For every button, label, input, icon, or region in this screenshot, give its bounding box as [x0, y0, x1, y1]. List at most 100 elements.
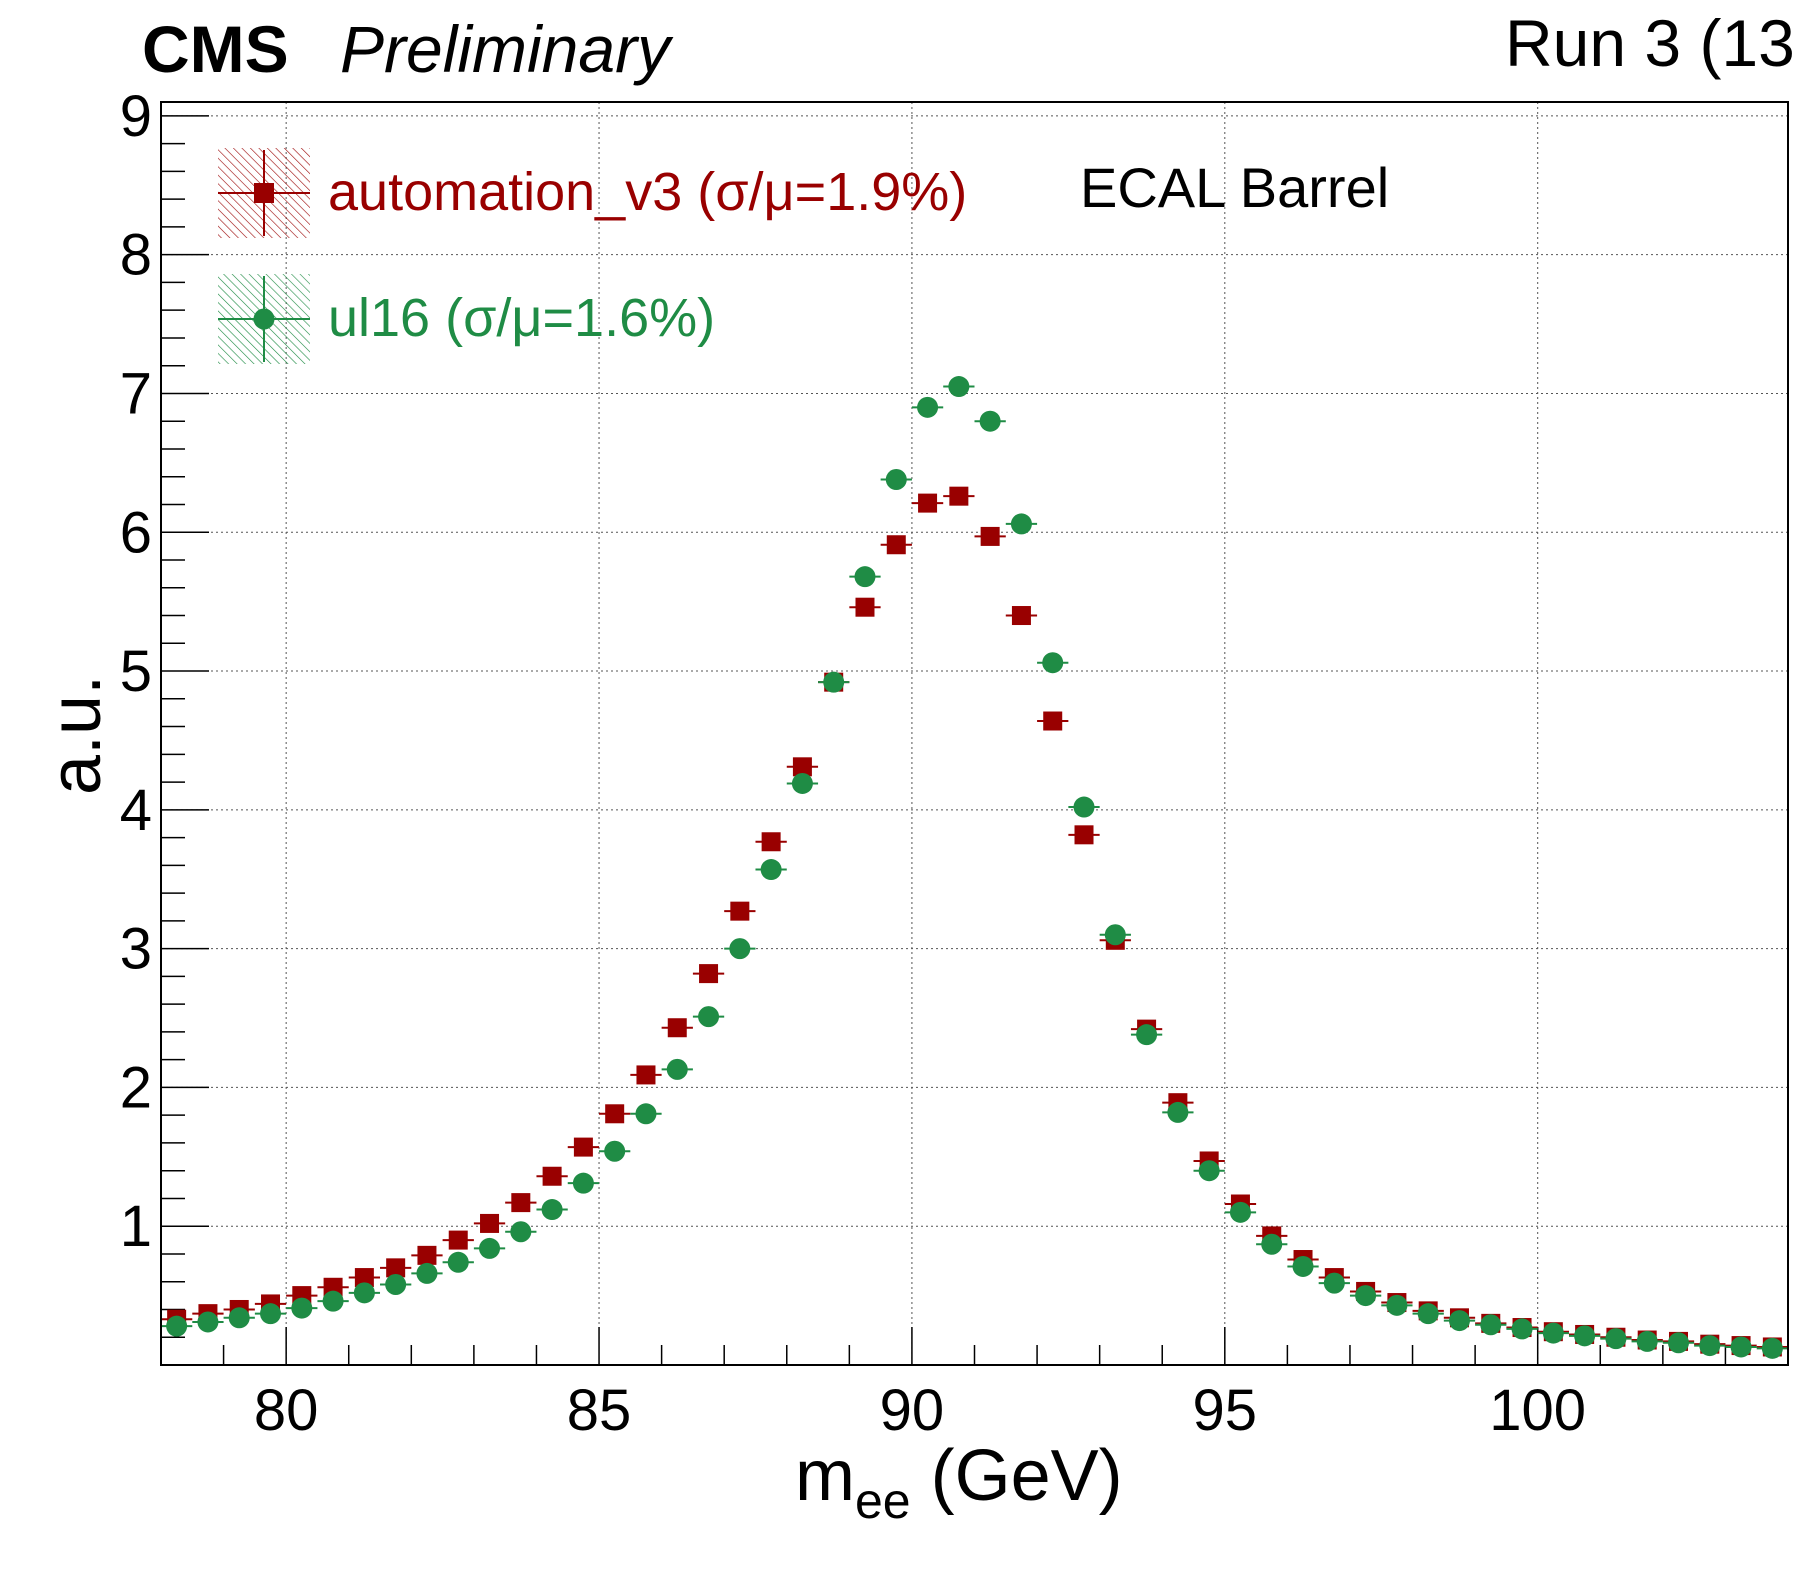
series-ul16: [161, 376, 1788, 1359]
data-point-circle: [291, 1297, 313, 1319]
data-point-circle: [1542, 1322, 1564, 1344]
data-point-square: [699, 964, 719, 984]
data-point-circle: [1261, 1233, 1283, 1255]
x-axis-label: mee (GeV): [795, 1436, 1123, 1529]
data-point-circle: [854, 566, 876, 588]
tick-labels: 80 85 90 95 100 1 2 3 4 5 6 7 8 9: [120, 84, 1586, 1443]
legend-entry-automation: automation_v3 (σ/μ=1.9%): [218, 148, 967, 238]
data-point-circle: [604, 1140, 626, 1162]
y-tick-label: 1: [120, 1194, 152, 1259]
data-point-circle: [385, 1274, 407, 1296]
data-point-circle: [1605, 1328, 1627, 1350]
data-point-circle: [1667, 1332, 1689, 1354]
series-automation_v3: [161, 486, 1788, 1357]
data-marks: [161, 376, 1788, 1359]
data-point-circle: [1292, 1255, 1314, 1277]
data-point-circle: [166, 1315, 188, 1337]
data-point-square: [542, 1166, 562, 1186]
y-tick-label: 3: [120, 917, 152, 982]
data-point-circle: [1448, 1310, 1470, 1332]
data-point-circle: [1480, 1314, 1502, 1336]
legend-marker-automation: [254, 183, 274, 203]
data-point-circle: [353, 1282, 375, 1304]
data-point-circle: [541, 1199, 563, 1221]
y-tick-label: 4: [120, 778, 152, 843]
run-label: Run 3 (13: [1505, 6, 1795, 80]
data-point-circle: [698, 1006, 720, 1028]
data-point-square: [573, 1137, 593, 1157]
y-tick-label: 6: [120, 500, 152, 565]
data-point-square: [980, 526, 1000, 546]
x-axis-label-unit: (GeV): [911, 1436, 1123, 1516]
data-point-square: [354, 1268, 374, 1288]
data-point-square: [605, 1104, 625, 1124]
data-point-circle: [1104, 924, 1126, 946]
data-point-square: [855, 597, 875, 617]
data-point-square: [667, 1018, 687, 1038]
data-point-circle: [1355, 1285, 1377, 1307]
data-point-circle: [228, 1307, 250, 1329]
data-point-square: [1074, 825, 1094, 845]
data-point-circle: [1010, 513, 1032, 535]
data-point-square: [761, 832, 781, 852]
data-point-circle: [447, 1251, 469, 1273]
data-point-square: [386, 1258, 406, 1278]
y-tick-label: 8: [120, 223, 152, 288]
data-point-circle: [1073, 796, 1095, 818]
x-tick-label: 85: [567, 1378, 632, 1443]
data-point-circle: [635, 1103, 657, 1125]
data-point-circle: [1636, 1330, 1658, 1352]
data-point-circle: [791, 772, 813, 794]
data-point-square: [886, 535, 906, 555]
data-point-square: [448, 1230, 468, 1250]
data-point-circle: [510, 1221, 532, 1243]
data-point-circle: [917, 396, 939, 418]
data-point-circle: [729, 938, 751, 960]
x-tick-label: 95: [1193, 1378, 1258, 1443]
data-point-square: [1043, 711, 1063, 731]
legend-label-automation: automation_v3 (σ/μ=1.9%): [328, 162, 967, 222]
y-tick-label: 7: [120, 361, 152, 426]
data-point-square: [918, 493, 938, 513]
data-point-circle: [260, 1303, 282, 1325]
data-point-circle: [416, 1262, 438, 1284]
x-tick-label: 80: [254, 1378, 319, 1443]
data-point-circle: [1136, 1024, 1158, 1046]
y-tick-label: 5: [120, 639, 152, 704]
data-point-circle: [1730, 1336, 1752, 1358]
data-point-circle: [948, 376, 970, 398]
y-axis-label: a.u.: [36, 675, 116, 795]
data-point-circle: [479, 1237, 501, 1259]
data-point-circle: [572, 1172, 594, 1194]
data-point-circle: [1574, 1325, 1596, 1347]
legend: automation_v3 (σ/μ=1.9%) ul16 (σ/μ=1.6%): [218, 148, 967, 364]
data-point-circle: [1761, 1337, 1783, 1359]
axis-ticks: [160, 115, 1789, 1365]
data-point-circle: [1417, 1303, 1439, 1325]
data-point-square: [730, 901, 750, 921]
legend-label-ul16: ul16 (σ/μ=1.6%): [328, 288, 715, 348]
legend-marker-ul16: [253, 308, 275, 330]
status-label: Preliminary: [340, 12, 674, 86]
data-point-circle: [1167, 1101, 1189, 1123]
data-point-square: [949, 486, 969, 506]
data-point-circle: [1042, 652, 1064, 674]
y-tick-label: 9: [120, 84, 152, 149]
data-point-circle: [1198, 1160, 1220, 1182]
data-point-circle: [1699, 1335, 1721, 1357]
x-tick-label: 90: [880, 1378, 945, 1443]
data-point-square: [792, 757, 812, 777]
experiment-label: CMS: [142, 12, 289, 86]
data-point-circle: [1511, 1318, 1533, 1340]
data-point-square: [417, 1245, 437, 1265]
data-point-circle: [760, 859, 782, 881]
grid-lines: [161, 102, 1788, 1365]
legend-entry-ul16: ul16 (σ/μ=1.6%): [218, 274, 715, 364]
data-point-circle: [979, 410, 1001, 432]
x-axis-label-main: m: [795, 1436, 855, 1516]
data-point-square: [480, 1213, 500, 1233]
data-point-circle: [197, 1311, 219, 1333]
data-point-circle: [322, 1290, 344, 1312]
data-point-circle: [1386, 1294, 1408, 1316]
ecal-barrel-annotation: ECAL Barrel: [1080, 156, 1389, 219]
